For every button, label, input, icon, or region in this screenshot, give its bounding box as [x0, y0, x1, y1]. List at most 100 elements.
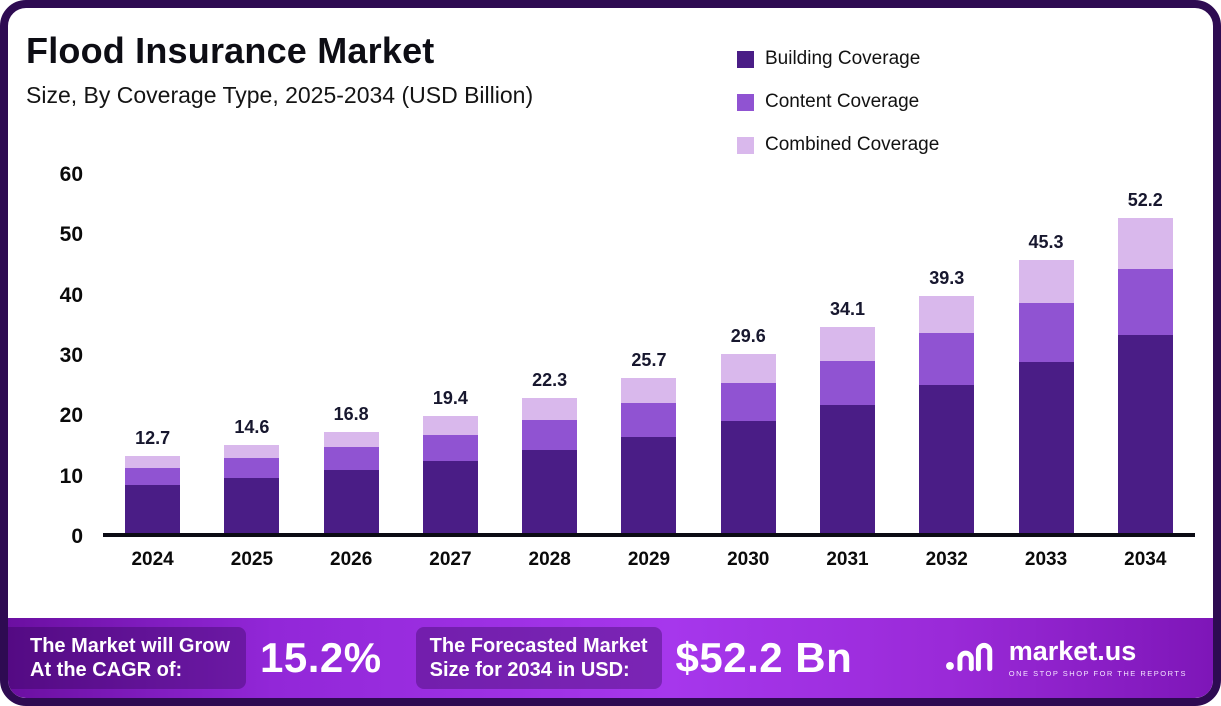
bar-segment-combined-coverage — [323, 431, 379, 448]
bar-total-label: 34.1 — [829, 299, 865, 320]
y-tick-label: 50 — [59, 223, 83, 247]
brand-tagline: ONE STOP SHOP FOR THE REPORTS — [1008, 669, 1187, 678]
bar-segment-combined-coverage — [1018, 259, 1074, 304]
page-title: Flood Insurance Market — [26, 30, 435, 71]
footer-banner: The Market will Grow At the CAGR of: 15.… — [8, 618, 1213, 698]
x-axis-label: 2033 — [1024, 549, 1068, 570]
legend-item: Combined Coverage — [737, 134, 939, 156]
x-axis-label: 2032 — [925, 549, 968, 570]
bar-segment-combined-coverage — [1117, 218, 1173, 269]
bar-total-label: 52.2 — [1127, 190, 1163, 211]
page-subtitle: Size, By Coverage Type, 2025-2034 (USD B… — [26, 82, 534, 108]
bar-group: 34.1 — [819, 175, 875, 533]
x-axis-label: 2029 — [627, 549, 671, 570]
legend-item: Building Coverage — [737, 48, 939, 70]
bar-segment-building-coverage — [323, 469, 379, 533]
legend-label: Content Coverage — [765, 91, 920, 112]
x-axis: 2024 2025 2026 2027 2028 2029 2030 2031 2032 2033… — [103, 549, 1195, 571]
bar-segment-content-coverage — [1018, 303, 1074, 363]
bar-stack — [323, 431, 379, 533]
bar-total-label: 19.4 — [432, 388, 468, 409]
y-tick-label: 10 — [59, 464, 83, 488]
bar-group: 19.4 — [422, 175, 478, 533]
x-axis-label: 2024 — [131, 549, 174, 570]
bar-segment-building-coverage — [422, 460, 478, 533]
bar-total-label: 22.3 — [532, 370, 568, 391]
legend-item: Content Coverage — [737, 91, 939, 113]
bar-segment-content-coverage — [422, 435, 478, 461]
forecast-label: The Forecasted Market Size for 2034 in U… — [415, 627, 662, 689]
x-axis-label: 2028 — [528, 549, 571, 570]
bar-segment-content-coverage — [522, 420, 578, 450]
cagr-label: The Market will Grow At the CAGR of: — [8, 627, 247, 689]
bar-segment-combined-coverage — [720, 354, 776, 383]
legend-swatch — [737, 136, 754, 154]
bar-segment-content-coverage — [125, 467, 181, 485]
bar-stack — [422, 416, 478, 533]
bar-segment-content-coverage — [621, 402, 677, 437]
bar-segment-building-coverage — [125, 484, 181, 533]
brand-name: market.us — [1008, 636, 1137, 666]
brand-text: market.us ONE STOP SHOP FOR THE REPORTS — [1008, 636, 1187, 679]
bar-stack — [1018, 259, 1074, 533]
bar-segment-building-coverage — [1117, 335, 1173, 533]
x-axis-label: 2025 — [230, 549, 274, 570]
bar-segment-combined-coverage — [224, 444, 280, 459]
bar-segment-combined-coverage — [422, 416, 478, 436]
bar-total-label: 16.8 — [333, 403, 369, 424]
bar-total-label: 29.6 — [730, 326, 766, 347]
cagr-label-line1: The Market will Grow — [30, 635, 231, 657]
bar-group: 14.6 — [224, 175, 280, 533]
bar-stack — [720, 354, 776, 533]
forecast-label-line2: Size for 2034 in USD: — [429, 659, 630, 681]
legend: Building Coverage Content Coverage Combi… — [737, 48, 939, 177]
y-tick-label: 30 — [59, 344, 83, 367]
bar-group: 39.3 — [919, 175, 975, 533]
forecast-value: $52.2 Bn — [675, 634, 853, 681]
bar-segment-combined-coverage — [919, 295, 975, 334]
bar-total-label: 12.7 — [135, 428, 171, 449]
bar-total-label: 45.3 — [1028, 231, 1064, 252]
x-axis-label: 2026 — [330, 549, 373, 570]
bar-segment-content-coverage — [323, 447, 379, 470]
bar-total-label: 25.7 — [631, 350, 667, 371]
bar-segment-combined-coverage — [522, 398, 578, 421]
bar-segment-content-coverage — [224, 458, 280, 478]
bar-segment-content-coverage — [720, 382, 776, 422]
bar-segment-building-coverage — [621, 436, 677, 533]
bar-group: 12.7 — [125, 175, 181, 533]
plot-area: 12.7 14.6 16.8 19.4 22.3 25.7 29.6 34.1 39.3 45.3… — [103, 175, 1195, 537]
legend-label: Combined Coverage — [765, 134, 940, 155]
bar-segment-building-coverage — [720, 421, 776, 533]
bar-segment-building-coverage — [224, 477, 280, 533]
bar-segment-building-coverage — [919, 384, 975, 533]
bar-segment-combined-coverage — [125, 456, 181, 468]
bar-stack — [224, 444, 280, 533]
legend-label: Building Coverage — [765, 48, 921, 69]
bar-segment-combined-coverage — [819, 327, 875, 361]
x-axis-label: 2027 — [429, 549, 472, 570]
marketus-logo-icon — [945, 636, 999, 681]
bar-group: 45.3 — [1018, 175, 1074, 533]
x-axis-label: 2034 — [1124, 549, 1167, 570]
bar-segment-content-coverage — [919, 333, 975, 385]
legend-swatch — [737, 50, 754, 68]
y-tick-label: 0 — [71, 525, 83, 548]
legend-swatch — [737, 93, 754, 111]
forecast-label-line1: The Forecasted Market — [429, 635, 648, 657]
header: Flood Insurance Market Size, By Coverage… — [26, 30, 533, 109]
bar-segment-building-coverage — [1018, 362, 1074, 533]
y-tick-label: 40 — [59, 283, 83, 307]
x-axis-label: 2030 — [727, 549, 770, 570]
bar-stack — [522, 398, 578, 533]
bar-group: 22.3 — [522, 175, 578, 533]
y-axis: 0 10 20 30 40 50 60 — [8, 163, 103, 548]
bar-stack — [125, 456, 181, 533]
bar-group: 29.6 — [720, 175, 776, 533]
stacked-bar-chart: 0 10 20 30 40 50 60 12.7 14.6 16.8 19.4 22.3 25.7 29… — [8, 163, 1213, 571]
bar-group: 16.8 — [323, 175, 379, 533]
y-tick-label: 60 — [59, 163, 83, 186]
bar-group: 52.2 — [1117, 175, 1173, 533]
cagr-label-line2: At the CAGR of: — [30, 659, 183, 681]
